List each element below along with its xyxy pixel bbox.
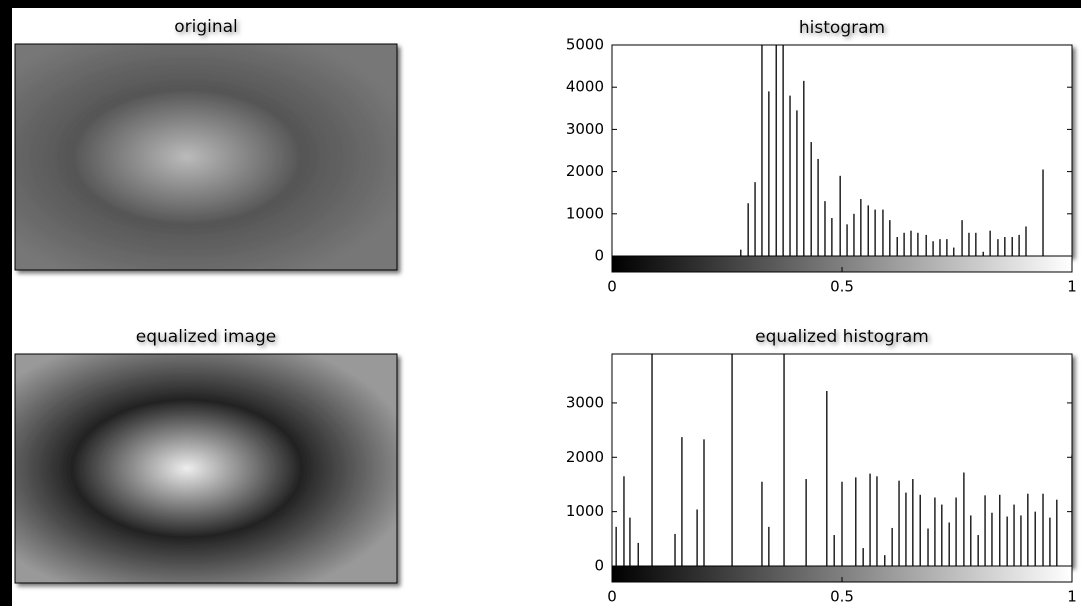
y-tick-label: 5000	[566, 36, 604, 54]
panel-title: histogram	[799, 18, 885, 38]
y-tick-label: 4000	[566, 78, 604, 96]
panel-title: equalized histogram	[755, 327, 929, 347]
x-tick-label: 1	[1067, 278, 1077, 296]
plot-area	[612, 45, 1072, 256]
image	[15, 44, 397, 270]
x-tick-label: 0.5	[830, 278, 854, 296]
y-tick-label: 2000	[566, 448, 604, 466]
x-tick-label: 0.5	[830, 588, 854, 606]
y-tick-label: 2000	[566, 162, 604, 180]
x-tick-label: 0	[607, 278, 617, 296]
x-tick-label: 0	[607, 588, 617, 606]
image	[15, 354, 397, 583]
figure: original 0 1000 2000 3000 4000 5000 0 0.5 1 histog…	[0, 0, 1081, 606]
y-tick-label: 1000	[566, 204, 604, 222]
y-tick-label: 1000	[566, 502, 604, 520]
y-tick-label: 3000	[566, 393, 604, 411]
panel-title: original	[174, 17, 238, 37]
panel-title: equalized image	[136, 327, 276, 347]
y-tick-label: 0	[594, 557, 604, 575]
x-tick-label: 1	[1067, 588, 1077, 606]
y-tick-label: 3000	[566, 120, 604, 138]
y-tick-label: 0	[594, 247, 604, 265]
